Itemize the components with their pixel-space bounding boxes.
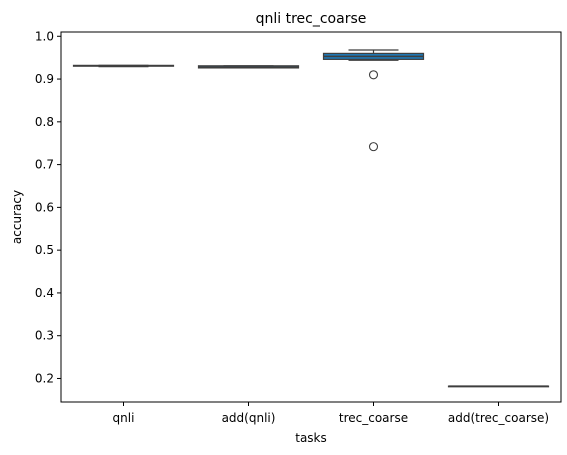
- outlier-point: [368, 142, 379, 152]
- box-group: [322, 49, 425, 152]
- y-axis: 0.2 0.3 0.4 0.5 0.6 0.7 0.8 0.9 1.0: [35, 29, 61, 385]
- boxes-layer: [72, 49, 550, 388]
- y-tick-label: 0.4: [35, 286, 54, 300]
- chart-title: qnli trec_coarse: [256, 11, 367, 27]
- y-tick-label: 0.3: [35, 329, 54, 343]
- box-group: [197, 65, 300, 69]
- plot-frame: [60, 31, 562, 403]
- y-axis-label: accuracy: [10, 190, 24, 244]
- box-group: [72, 64, 175, 68]
- y-tick-label: 1.0: [35, 29, 54, 43]
- y-tick-label: 0.8: [35, 115, 54, 129]
- box-group: [447, 385, 550, 388]
- y-tick-label: 0.7: [35, 158, 54, 172]
- plot-area: [61, 32, 561, 402]
- x-tick-label: qnli: [113, 411, 135, 425]
- y-tick-label: 0.5: [35, 243, 54, 257]
- x-tick-label: trec_coarse: [339, 411, 408, 425]
- x-tick-label: add(qnli): [222, 411, 276, 425]
- y-tick-label: 0.6: [35, 200, 54, 214]
- outlier-point: [368, 70, 379, 80]
- x-tick-label: add(trec_coarse): [448, 411, 549, 425]
- x-axis-label: tasks: [295, 431, 327, 445]
- y-tick-label: 0.9: [35, 72, 54, 86]
- x-axis: qnli add(qnli) trec_coarse add(trec_coarse): [113, 402, 549, 425]
- y-tick-label: 0.2: [35, 371, 54, 385]
